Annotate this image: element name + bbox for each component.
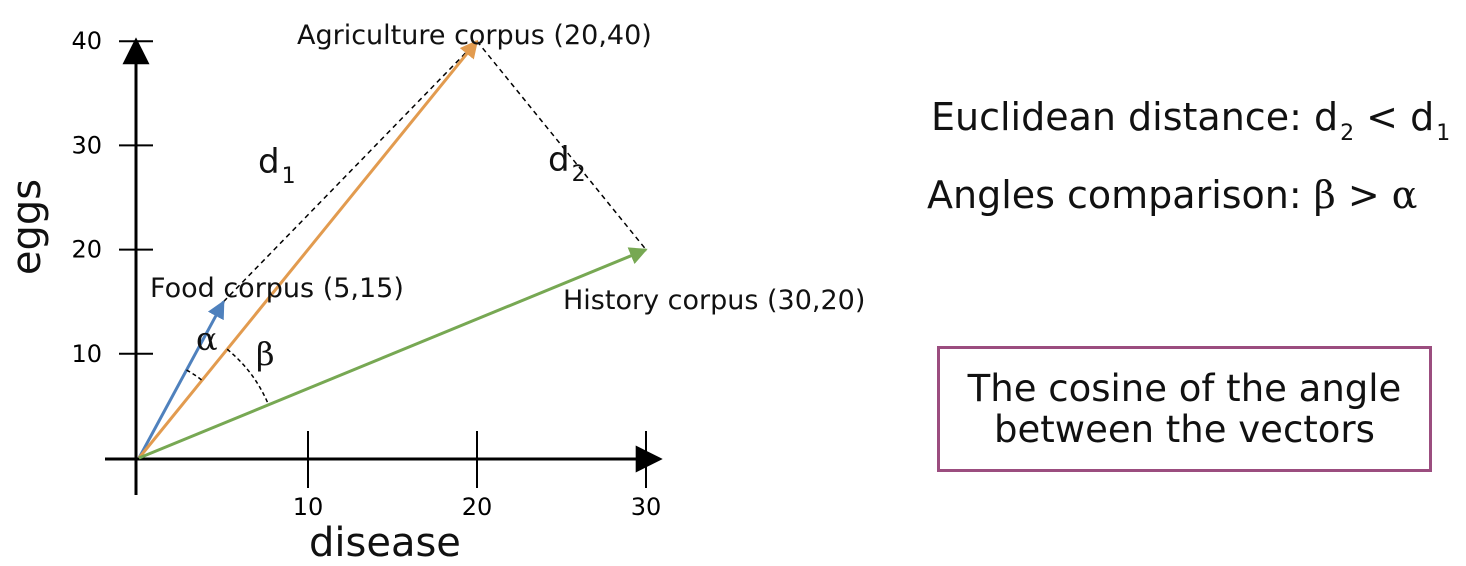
agriculture-corpus-label: Agriculture corpus (20,40) — [297, 20, 652, 51]
history-corpus-vector — [138, 247, 648, 460]
d1-dashed-line — [222, 40, 478, 303]
y-tick-label-20: 20 — [71, 236, 102, 264]
axis-ticks: 10 20 30 10 20 30 40 — [71, 27, 661, 521]
history-corpus-label: History corpus (30,20) — [563, 285, 866, 316]
euclidean-distance-note: Euclidean distance: d2 < d1 — [931, 95, 1451, 146]
alpha-label: α — [196, 320, 218, 358]
d1-label: d1 — [258, 142, 296, 189]
angle-arcs — [186, 348, 270, 406]
distance-guides — [222, 40, 647, 303]
cosine-callout-line1: The cosine of the angle — [967, 366, 1402, 410]
x-tick-label-20: 20 — [462, 493, 493, 521]
beta-arc — [226, 348, 270, 406]
cosine-callout-line2: between the vectors — [994, 408, 1375, 451]
y-tick-label-30: 30 — [71, 131, 102, 159]
x-tick-label-30: 30 — [631, 493, 662, 521]
y-tick-label-40: 40 — [71, 27, 102, 55]
food-corpus-vector — [137, 300, 225, 459]
x-tick-label-10: 10 — [293, 493, 324, 521]
d2-label: d2 — [548, 140, 586, 187]
beta-label: β — [256, 335, 275, 373]
agriculture-corpus-vector — [137, 39, 479, 459]
x-axis-label: disease — [309, 520, 461, 566]
alpha-arc — [186, 369, 203, 381]
vector-plot: 10 20 30 10 20 30 40 — [71, 27, 663, 521]
vectors — [137, 39, 648, 460]
cosine-callout-box: The cosine of the angle between the vect… — [937, 346, 1432, 472]
y-axis-label: eggs — [4, 178, 50, 276]
food-corpus-label: Food corpus (5,15) — [150, 273, 404, 304]
angles-comparison-note: Angles comparison: β > α — [927, 173, 1418, 217]
y-tick-label-10: 10 — [71, 340, 102, 368]
